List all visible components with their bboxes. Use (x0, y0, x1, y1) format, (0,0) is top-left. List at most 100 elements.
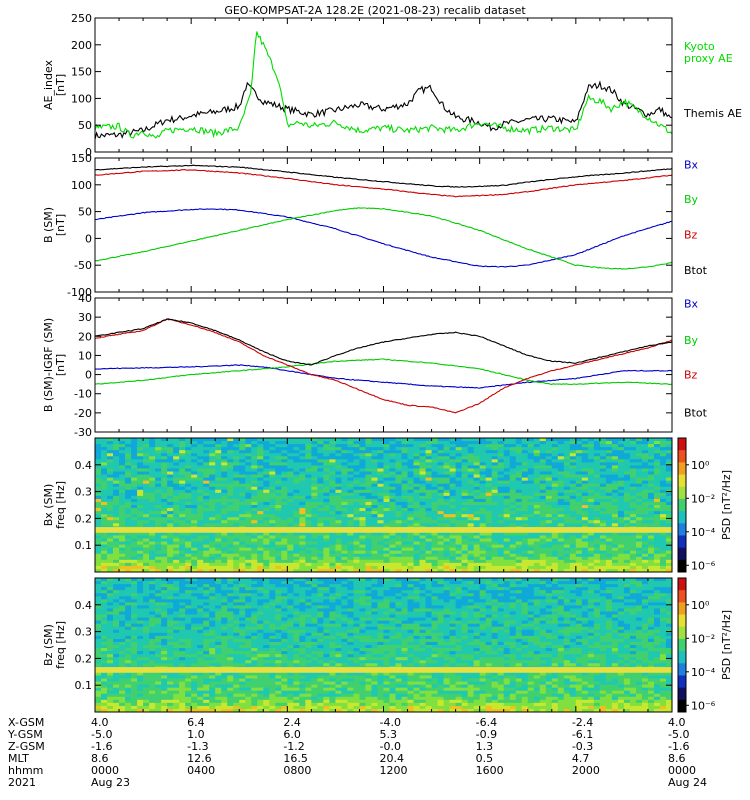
psd-cell (311, 462, 318, 466)
psd-cell (167, 462, 174, 466)
psd-cell (599, 441, 607, 445)
psd-cell (209, 462, 216, 466)
psd-cell (377, 462, 384, 466)
psd-cell (161, 444, 168, 448)
psd-cell (269, 547, 276, 552)
psd-cell (599, 535, 607, 539)
psd-cell (599, 447, 607, 451)
psd-cell (467, 483, 475, 488)
psd-cell (371, 568, 378, 573)
y-tick-label: 30 (78, 311, 92, 324)
psd-cell (551, 505, 559, 509)
psd-cell (629, 556, 637, 561)
y-axis-label: AE_index (42, 59, 55, 110)
psd-cell (371, 495, 378, 500)
psd-cell (557, 468, 565, 472)
psd-cell (137, 638, 144, 643)
psd-cell (197, 511, 204, 515)
psd-cell (101, 532, 108, 536)
psd-cell (119, 550, 126, 555)
psd-cell (239, 541, 246, 545)
psd-cell (245, 501, 252, 506)
psd-cell (449, 489, 457, 494)
psd-cell (185, 541, 192, 545)
psd-cell (275, 544, 282, 549)
psd-cell (269, 471, 276, 475)
psd-cell (515, 477, 523, 482)
y-axis-label: [nT] (54, 74, 67, 96)
psd-cell (413, 520, 420, 524)
psd-cell (569, 453, 577, 457)
psd-cell (575, 511, 583, 515)
psd-cell (323, 471, 330, 475)
psd-cell (329, 486, 336, 491)
psd-cell (197, 559, 204, 564)
psd-cell (575, 447, 583, 451)
psd-cell (341, 568, 348, 573)
psd-cell (623, 474, 631, 478)
psd-cell (359, 453, 366, 457)
psd-cell (443, 498, 451, 503)
psd-cell (119, 517, 126, 521)
psd-cell (533, 483, 541, 488)
psd-cell (539, 456, 547, 460)
psd-cell (617, 544, 625, 549)
psd-cell (287, 492, 294, 497)
psd-cell (611, 468, 619, 472)
psd-cell (347, 492, 354, 497)
psd-cell (179, 468, 186, 472)
psd-cell (527, 556, 535, 561)
psd-cell (155, 520, 162, 524)
psd-cell (641, 559, 649, 564)
psd-cell (611, 450, 619, 454)
psd-cell (455, 498, 463, 503)
psd-cell (257, 471, 264, 475)
psd-cell (359, 456, 366, 460)
psd-cell (545, 486, 553, 491)
psd-cell (101, 614, 108, 618)
psd-cell (263, 547, 270, 552)
psd-cell (95, 623, 102, 628)
psd-cell (239, 486, 246, 491)
psd-cell (521, 511, 529, 515)
psd-cell (281, 508, 288, 512)
psd-cell (281, 532, 288, 536)
psd-cell (311, 450, 318, 454)
psd-cell (305, 547, 312, 552)
psd-cell (239, 465, 246, 469)
psd-cell (125, 486, 132, 491)
psd-cell (173, 550, 180, 555)
psd-cell (275, 474, 282, 478)
psd-cell (407, 562, 414, 567)
psd-cell (221, 492, 228, 497)
psd-cell (401, 511, 408, 515)
psd-cell (605, 556, 613, 561)
psd-cell (143, 480, 150, 485)
psd-cell (485, 565, 493, 570)
psd-cell (365, 486, 372, 491)
psd-cell (281, 489, 288, 494)
psd-cell (497, 474, 505, 478)
psd-cell (317, 489, 324, 494)
psd-cell (239, 544, 246, 549)
psd-cell (347, 565, 354, 570)
psd-cell (647, 492, 655, 497)
psd-cell (233, 501, 240, 506)
psd-cell (485, 532, 493, 536)
psd-cell (665, 532, 673, 536)
psd-cell (389, 456, 396, 460)
psd-cell (101, 596, 108, 600)
psd-cell (383, 495, 390, 500)
psd-cell (377, 489, 384, 494)
psd-cell (395, 453, 402, 457)
psd-cell (119, 520, 126, 524)
psd-cell (269, 517, 276, 521)
psd-cell (479, 465, 487, 469)
psd-cell (299, 471, 306, 475)
psd-cell (101, 444, 108, 448)
psd-cell (401, 489, 408, 494)
psd-cell (635, 505, 643, 509)
psd-cell (467, 559, 475, 564)
psd-cell (119, 480, 126, 485)
psd-cell (119, 495, 126, 500)
